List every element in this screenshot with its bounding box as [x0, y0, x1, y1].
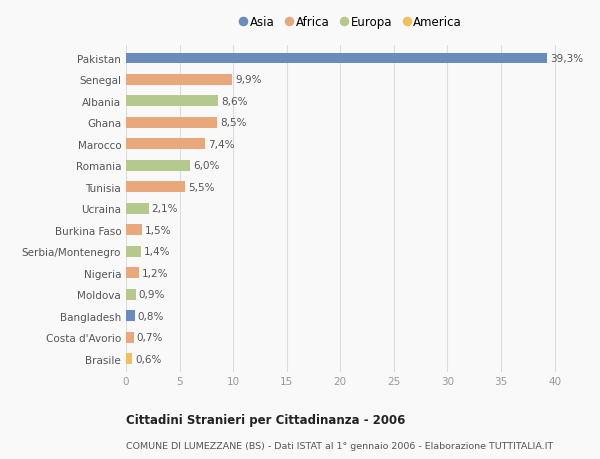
Text: 0,6%: 0,6% [136, 354, 162, 364]
Bar [126, 268, 139, 279]
Text: 1,4%: 1,4% [144, 247, 171, 257]
Bar [126, 332, 133, 343]
Text: 6,0%: 6,0% [193, 161, 220, 171]
Bar [126, 118, 217, 129]
Text: Cittadini Stranieri per Cittadinanza - 2006: Cittadini Stranieri per Cittadinanza - 2… [126, 413, 406, 426]
Bar [126, 53, 547, 64]
Text: 8,6%: 8,6% [221, 97, 248, 106]
Bar [126, 289, 136, 300]
Bar [126, 246, 141, 257]
Text: 8,5%: 8,5% [220, 118, 247, 128]
Text: 1,2%: 1,2% [142, 268, 169, 278]
Text: 0,9%: 0,9% [139, 290, 165, 300]
Text: 7,4%: 7,4% [209, 140, 235, 150]
Text: 0,8%: 0,8% [138, 311, 164, 321]
Bar [126, 353, 133, 364]
Bar [126, 203, 149, 214]
Text: 1,5%: 1,5% [145, 225, 172, 235]
Text: 9,9%: 9,9% [235, 75, 262, 85]
Legend: Asia, Africa, Europa, America: Asia, Africa, Europa, America [240, 16, 462, 29]
Bar [126, 161, 190, 171]
Text: 5,5%: 5,5% [188, 182, 215, 192]
Bar [126, 96, 218, 107]
Bar [126, 75, 232, 85]
Bar [126, 139, 205, 150]
Text: 2,1%: 2,1% [152, 204, 178, 214]
Text: COMUNE DI LUMEZZANE (BS) - Dati ISTAT al 1° gennaio 2006 - Elaborazione TUTTITAL: COMUNE DI LUMEZZANE (BS) - Dati ISTAT al… [126, 441, 553, 450]
Text: 0,7%: 0,7% [137, 332, 163, 342]
Bar [126, 182, 185, 193]
Text: 39,3%: 39,3% [550, 54, 583, 64]
Bar [126, 311, 134, 321]
Bar [126, 225, 142, 235]
